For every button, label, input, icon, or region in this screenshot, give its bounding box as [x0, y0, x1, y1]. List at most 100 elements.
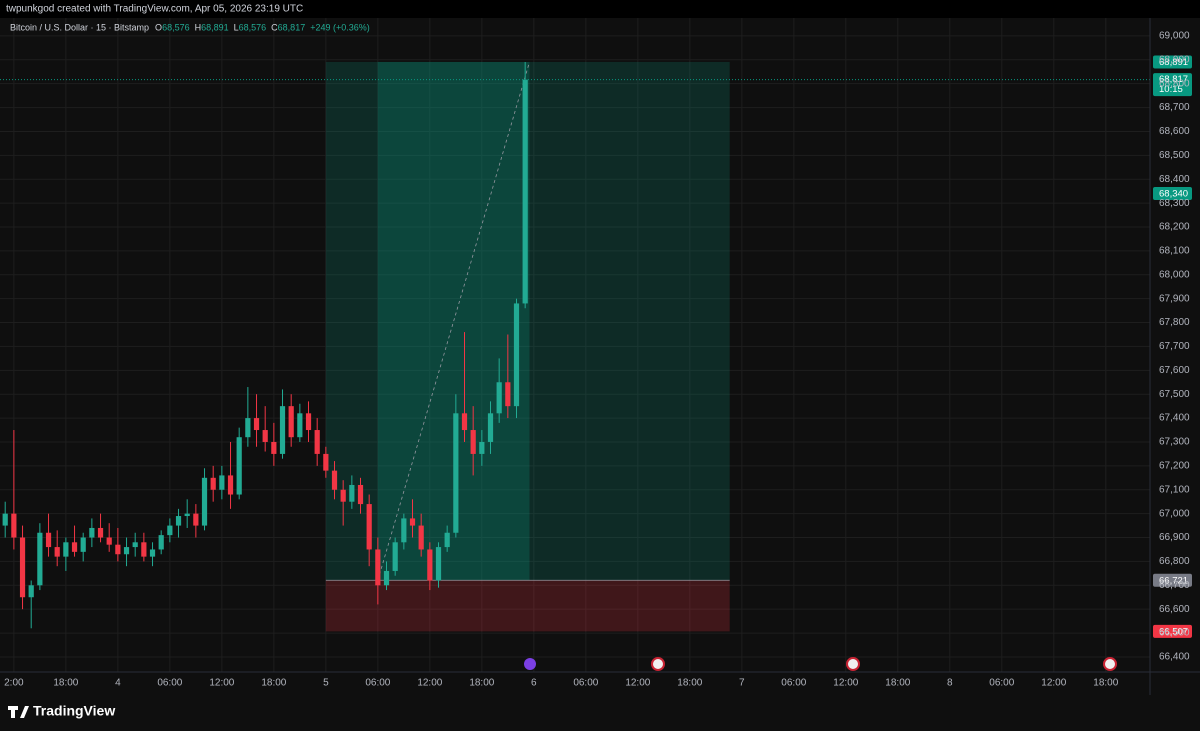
candle-body — [435, 547, 442, 581]
candle-body — [132, 542, 138, 548]
y-tick-label: 68,000 — [1159, 269, 1190, 280]
candle-body — [279, 406, 286, 454]
price-badge — [1153, 187, 1192, 201]
candle-body — [409, 518, 416, 526]
candle-body — [522, 79, 528, 304]
event-icon — [651, 657, 665, 671]
axes: 66,400 66,500 66,600 66,700 66,800 66,900 67,0… — [4, 31, 1190, 689]
trade-path — [377, 61, 530, 581]
y-tick-label: 67,600 — [1159, 365, 1190, 376]
candle-body — [305, 413, 312, 431]
y-tick-label: 68,500 — [1159, 150, 1190, 161]
x-tick-label: 12:00 — [209, 678, 234, 689]
x-tick-label: 4 — [115, 678, 121, 689]
x-tick-label: 06:00 — [157, 678, 182, 689]
candle-body — [184, 513, 190, 517]
candle-body — [340, 489, 346, 502]
candle-body — [54, 547, 60, 557]
candle-body — [71, 542, 78, 552]
x-tick-label: 18:00 — [885, 678, 910, 689]
ohlc-value: 68,817 — [278, 22, 306, 32]
candle-body — [167, 525, 173, 536]
x-tick-label: 12:00 — [417, 678, 442, 689]
candle-body — [37, 532, 43, 586]
y-tick-label: 68,100 — [1159, 246, 1190, 257]
y-tick-label: 67,100 — [1159, 484, 1190, 495]
y-tick-label: 66,900 — [1159, 532, 1190, 543]
y-tick-label: 67,300 — [1159, 437, 1190, 448]
candle-body — [427, 549, 433, 581]
x-tick-label: 06:00 — [573, 678, 598, 689]
footer — [0, 695, 1200, 731]
y-tick-label: 68,800 — [1159, 78, 1190, 89]
y-tick-label: 66,800 — [1159, 556, 1190, 567]
candle-body — [314, 430, 320, 454]
candle-body — [227, 475, 234, 495]
candle-body — [97, 527, 104, 538]
y-tick-label: 67,800 — [1159, 317, 1190, 328]
ohlc-value: 68,576 — [162, 22, 190, 32]
y-tick-label: 67,400 — [1159, 413, 1190, 424]
candle-body — [89, 527, 95, 538]
candle-body — [453, 413, 459, 533]
price-badge-label: 68,891 — [1159, 57, 1188, 68]
countdown: 10:15 — [1159, 84, 1183, 95]
candle-body — [496, 382, 502, 414]
price-badge-label: 68,340 — [1159, 189, 1188, 200]
y-tick-label: 66,400 — [1159, 652, 1190, 663]
y-tick-label: 68,200 — [1159, 222, 1190, 233]
candle-body — [505, 382, 511, 407]
header-bar — [0, 0, 1200, 18]
y-tick-label: 67,700 — [1159, 341, 1190, 352]
y-tick-label: 67,000 — [1159, 508, 1190, 519]
y-tick-label: 68,600 — [1159, 126, 1190, 137]
candle-body — [366, 504, 372, 550]
candle-body — [11, 513, 17, 538]
candle-body — [245, 418, 251, 438]
x-tick-label: 18:00 — [261, 678, 286, 689]
candle-body — [271, 441, 277, 454]
candle-body — [357, 484, 364, 505]
candles — [2, 61, 528, 629]
candle-body — [63, 542, 69, 557]
x-tick-label: 18:00 — [677, 678, 702, 689]
position-tool — [325, 61, 730, 632]
ohlc-key: C — [271, 22, 278, 32]
candle-body — [418, 525, 424, 550]
brand-logo — [8, 706, 29, 718]
ohlc-values: O 68,576 H 68,891 L 68,576 C 68,817 +249 (+0.36%… — [155, 22, 370, 32]
candle-body — [461, 413, 468, 431]
price-badge-label: 66,507 — [1159, 626, 1188, 637]
y-tick-label: 66,700 — [1159, 580, 1190, 591]
candle-body — [288, 406, 294, 438]
x-tick-label: 18:00 — [469, 678, 494, 689]
x-tick-label: 8 — [947, 678, 953, 689]
x-tick-label: 2:00 — [4, 678, 24, 689]
y-tick-label: 66,500 — [1159, 628, 1190, 639]
y-tick-label: 67,500 — [1159, 389, 1190, 400]
y-tick-label: 68,900 — [1159, 54, 1190, 65]
y-tick-label: 68,400 — [1159, 174, 1190, 185]
candle-body — [479, 441, 485, 454]
x-tick-label: 06:00 — [989, 678, 1014, 689]
candle-body — [375, 549, 381, 586]
ohlc-change: +249 (+0.36%) — [310, 22, 370, 32]
y-tick-label: 68,700 — [1159, 102, 1190, 113]
x-tick-label: 06:00 — [781, 678, 806, 689]
price-badge-label: 66,721 — [1159, 575, 1188, 586]
y-tick-label: 69,000 — [1159, 31, 1190, 42]
candle-body — [158, 535, 164, 550]
x-tick-label: 5 — [323, 678, 329, 689]
candle-body — [175, 516, 182, 526]
x-tick-label: 18:00 — [53, 678, 78, 689]
candle-body — [262, 430, 268, 442]
candle-body — [106, 537, 112, 545]
candle-body — [201, 477, 208, 526]
ohlc-key: O — [155, 22, 162, 32]
y-tick-label: 68,300 — [1159, 198, 1190, 209]
x-tick-label: 12:00 — [1041, 678, 1066, 689]
candle-body — [331, 470, 338, 490]
candle-body — [149, 549, 156, 557]
event-icon — [1103, 657, 1117, 671]
